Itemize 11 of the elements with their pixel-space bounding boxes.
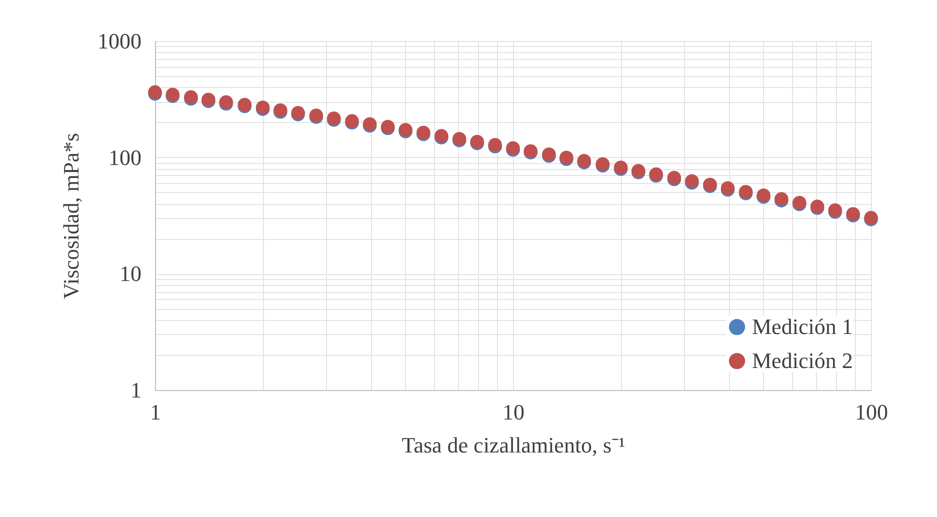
y-tick-label: 1000 bbox=[98, 28, 142, 54]
x-axis-title: Tasa de cizallamiento, s⁻¹ bbox=[402, 432, 626, 458]
x-tick-label: 1 bbox=[150, 400, 161, 424]
y-tick-label: 10 bbox=[120, 261, 142, 286]
x-tick-label: 10 bbox=[502, 400, 524, 424]
y-tick-label: 100 bbox=[108, 144, 142, 170]
legend-label: Medición 1 bbox=[752, 314, 853, 339]
y-axis-title: Viscosidad, mPa*s bbox=[58, 132, 84, 300]
y-tick-label: 1 bbox=[130, 378, 142, 402]
x-tick-label: 100 bbox=[855, 400, 888, 424]
legend-label: Medición 2 bbox=[752, 348, 853, 373]
